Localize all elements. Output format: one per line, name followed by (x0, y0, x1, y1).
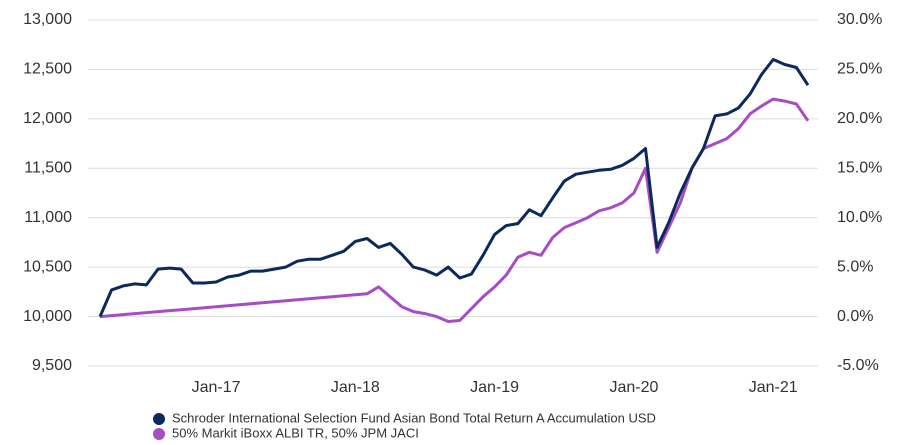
x-tick-label: Jan-19 (470, 379, 519, 396)
y-tick-label: 11,000 (24, 209, 72, 226)
y-tick-label: 13,000 (23, 11, 72, 28)
y2-tick-label: 5.0% (837, 258, 873, 275)
y2-tick-label: 0.0% (837, 308, 873, 325)
y-tick-label: 10,000 (23, 308, 72, 325)
y2-tick-label: 25.0% (837, 61, 882, 78)
y2-tick-label: 30.0% (837, 11, 882, 28)
series-line (99, 97, 810, 323)
y-tick-label: 11,500 (24, 160, 72, 177)
y2-tick-label: 10.0% (837, 209, 882, 226)
legend-label: 50% Markit iBoxx ALBI TR, 50% JPM JACI (172, 425, 419, 440)
y2-tick-label: 20.0% (837, 110, 882, 127)
y2-tick-label: 15.0% (837, 160, 882, 177)
y-tick-label: 12,000 (23, 110, 72, 127)
y2-tick-label: -5.0% (837, 357, 879, 374)
x-tick-label: Jan-20 (609, 379, 658, 396)
x-tick-label: Jan-17 (192, 379, 241, 396)
y-tick-label: 12,500 (23, 61, 72, 78)
legend-swatch (153, 413, 165, 425)
y-tick-label: 10,500 (23, 258, 72, 275)
legend-label: Schroder International Selection Fund As… (172, 410, 656, 425)
y-tick-label: 9,500 (32, 357, 72, 374)
x-tick-label: Jan-18 (331, 379, 380, 396)
x-tick-label: Jan-21 (749, 379, 798, 396)
legend-swatch (153, 428, 165, 440)
series-line (98, 58, 810, 318)
